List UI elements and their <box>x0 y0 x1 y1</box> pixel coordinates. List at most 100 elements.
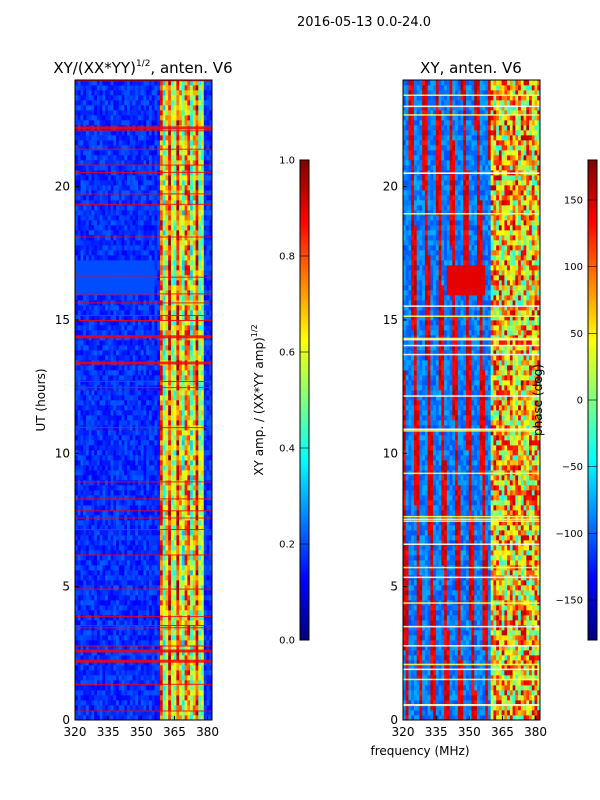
amplitude-cell <box>192 310 196 316</box>
amplitude-cell <box>77 240 81 246</box>
amplitude-cell <box>127 475 131 481</box>
amplitude-cell <box>124 290 128 296</box>
amplitude-cell <box>132 345 136 351</box>
amplitude-cell <box>138 390 142 396</box>
amplitude-cell <box>110 350 114 356</box>
amplitude-cell <box>154 345 158 351</box>
amplitude-cell <box>146 640 150 646</box>
amplitude-cell <box>132 495 136 501</box>
amplitude-cell <box>91 575 95 581</box>
amplitude-cell <box>124 595 128 601</box>
amplitude-cell <box>209 715 212 720</box>
amplitude-cell <box>113 410 117 416</box>
amplitude-cell <box>206 710 210 716</box>
amplitude-cell <box>116 400 120 406</box>
amplitude-cell <box>181 240 185 246</box>
amplitude-cell <box>184 485 188 491</box>
amplitude-cell <box>138 280 142 286</box>
amplitude-cell <box>105 240 109 246</box>
amplitude-cell <box>129 330 133 336</box>
amplitude-cell <box>162 490 166 496</box>
amplitude-cell <box>80 665 84 671</box>
amplitude-cell <box>190 280 194 286</box>
amplitude-cell <box>132 255 136 261</box>
amplitude-cell <box>209 475 212 481</box>
amplitude-cell <box>121 230 125 236</box>
amplitude-cell <box>173 540 177 546</box>
amplitude-cell <box>195 675 199 681</box>
amplitude-cell <box>203 675 207 681</box>
amplitude-cell <box>127 700 131 706</box>
amplitude-cell <box>83 255 87 261</box>
amplitude-cell <box>170 490 174 496</box>
amplitude-cell <box>80 420 84 426</box>
amplitude-cell <box>118 400 122 406</box>
amplitude-cell <box>110 675 114 681</box>
amplitude-cell <box>181 420 185 426</box>
amplitude-cell <box>107 475 111 481</box>
amplitude-cell <box>77 345 81 351</box>
amplitude-cell <box>209 605 212 611</box>
amplitude-cell <box>143 525 147 531</box>
amplitude-cell <box>203 500 207 506</box>
amplitude-cell <box>118 345 122 351</box>
amplitude-cell <box>83 220 87 226</box>
amplitude-cell <box>127 505 131 511</box>
amplitude-cell <box>107 480 111 486</box>
amplitude-cell <box>135 240 139 246</box>
amplitude-cell <box>206 635 210 641</box>
amplitude-cell <box>113 485 117 491</box>
amplitude-cell <box>195 250 199 256</box>
amplitude-cell <box>146 420 150 426</box>
amplitude-cell <box>77 700 81 706</box>
amplitude-cell <box>181 395 185 401</box>
amplitude-cell <box>162 220 166 226</box>
amplitude-cell <box>146 665 150 671</box>
amplitude-cell <box>107 230 111 236</box>
amplitude-cell <box>80 485 84 491</box>
amplitude-cell <box>181 380 185 386</box>
amplitude-cell <box>148 415 153 421</box>
amplitude-cell <box>173 490 177 496</box>
amplitude-cell <box>135 260 139 266</box>
amplitude-cell <box>168 225 172 231</box>
amplitude-cell <box>179 690 183 696</box>
amplitude-cell <box>184 620 188 626</box>
amplitude-cell <box>203 405 207 411</box>
amplitude-cell <box>140 295 144 301</box>
amplitude-cell <box>173 405 177 411</box>
amplitude-cell <box>113 390 117 396</box>
amplitude-cell <box>77 685 81 691</box>
amplitude-cell <box>168 460 172 466</box>
amplitude-cell <box>132 670 136 676</box>
amplitude-cell <box>91 620 95 626</box>
amplitude-cell <box>124 305 128 311</box>
amplitude-cell <box>94 440 98 446</box>
amplitude-cell <box>151 225 155 231</box>
amplitude-cell <box>162 485 166 491</box>
amplitude-cell <box>83 695 87 701</box>
amplitude-cell <box>165 500 169 506</box>
amplitude-cell <box>107 500 111 506</box>
amplitude-cell <box>102 460 106 466</box>
amplitude-cell <box>118 675 122 681</box>
amplitude-cell <box>102 645 106 651</box>
amplitude-cell <box>140 685 144 691</box>
amplitude-cell <box>162 545 166 551</box>
amplitude-cell <box>201 430 205 436</box>
amplitude-cell <box>107 285 111 291</box>
amplitude-cell <box>129 610 133 616</box>
amplitude-cell <box>192 235 196 241</box>
amplitude-cell <box>83 270 87 276</box>
amplitude-cell <box>151 605 155 611</box>
amplitude-cell <box>201 315 205 321</box>
amplitude-cell <box>195 235 199 241</box>
amplitude-cell <box>124 690 128 696</box>
amplitude-cell <box>203 330 207 336</box>
amplitude-cell <box>110 445 114 451</box>
amplitude-cell <box>143 665 147 671</box>
amplitude-cell <box>148 650 153 656</box>
amplitude-cell <box>91 675 95 681</box>
amplitude-cell <box>173 570 177 576</box>
amplitude-cell <box>105 670 109 676</box>
